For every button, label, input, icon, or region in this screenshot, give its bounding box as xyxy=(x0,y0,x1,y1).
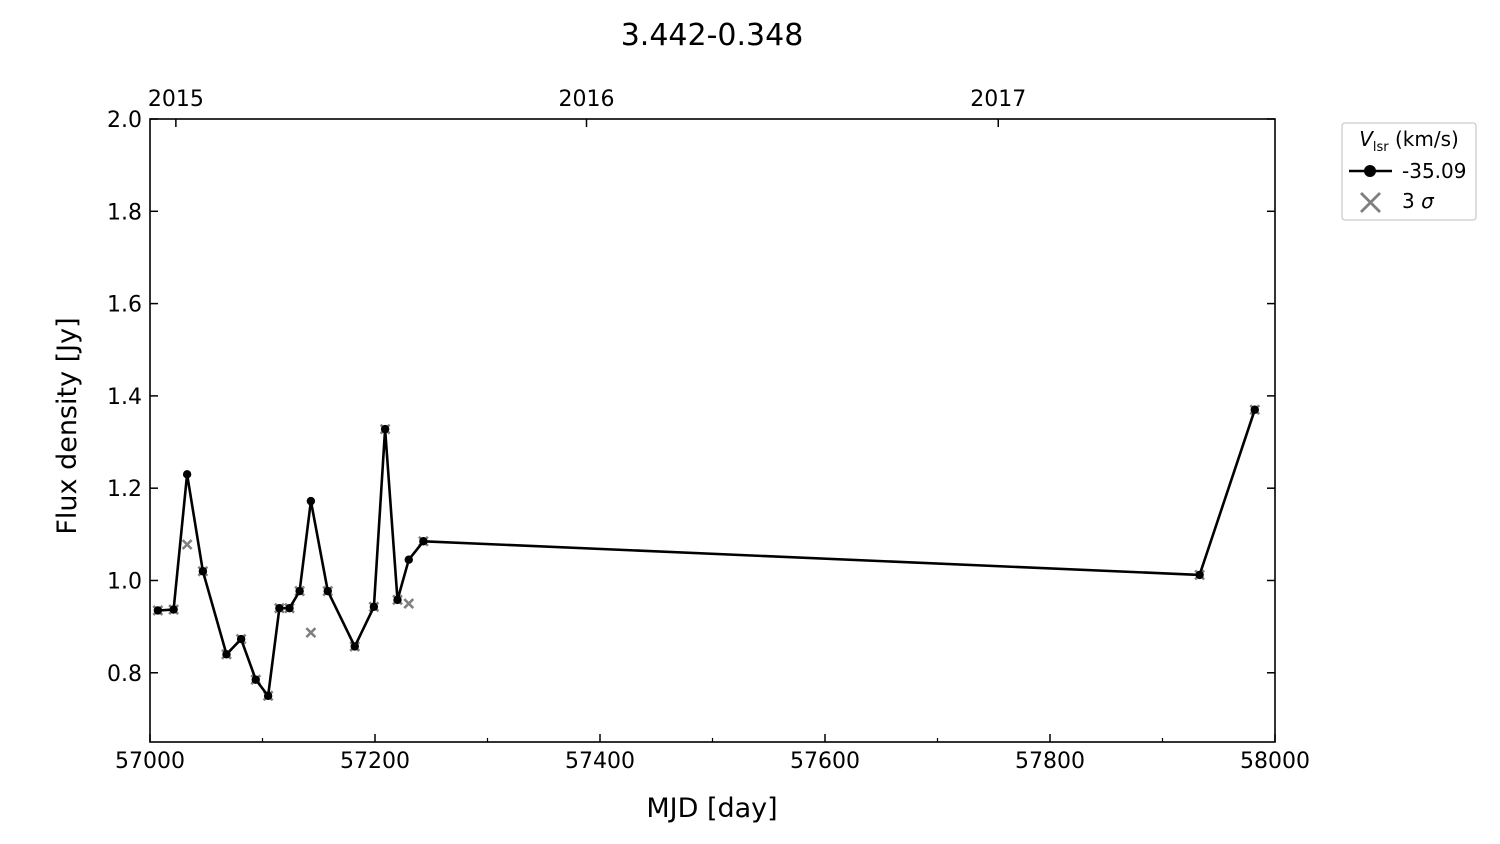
data-point xyxy=(419,537,428,546)
top-year-label: 2015 xyxy=(148,87,204,112)
data-point xyxy=(404,555,413,564)
x-axis: 57000 57200 57400 57600 57800 58000 xyxy=(115,734,1310,774)
y-tick-label: 1.2 xyxy=(107,477,142,502)
legend-x-marker xyxy=(1360,192,1381,213)
x-tick-label: 57600 xyxy=(790,749,860,774)
y-axis: 0.8 1.0 1.2 1.4 1.6 1.8 2.0 xyxy=(107,108,1275,687)
data-point xyxy=(263,691,273,701)
data-point xyxy=(222,650,231,659)
data-point xyxy=(182,470,192,479)
data-point xyxy=(369,602,379,611)
data-point xyxy=(350,642,359,651)
data-point xyxy=(1250,405,1259,414)
legend-title: Vlsr (km/s) xyxy=(1359,127,1459,155)
y-tick-label: 0.8 xyxy=(107,662,142,687)
sigma-marker xyxy=(181,539,193,550)
data-point xyxy=(275,603,284,613)
data-point xyxy=(323,586,332,596)
x-tick-label: 58000 xyxy=(1240,749,1310,774)
data-point xyxy=(236,634,246,644)
data-point xyxy=(198,567,208,576)
x-tick-label: 57000 xyxy=(115,749,185,774)
x-axis-label: MJD [day] xyxy=(646,793,777,824)
sigma-marker xyxy=(305,627,317,639)
plot-frame xyxy=(149,118,1276,743)
top-year-label: 2016 xyxy=(559,87,615,112)
chart-title: 3.442-0.348 xyxy=(621,18,804,53)
legend-sigma-label: 3 σ xyxy=(1402,189,1435,213)
sigma-marker-stroke xyxy=(181,539,193,550)
y-axis-label: Flux density [Jy] xyxy=(52,317,83,534)
data-point xyxy=(306,496,316,506)
x-tick-label: 57400 xyxy=(565,749,635,774)
y-tick-label: 1.6 xyxy=(107,293,142,318)
x-tick-label: 57800 xyxy=(1015,749,1085,774)
data-point xyxy=(153,606,163,615)
data-point xyxy=(285,603,294,613)
top-year-label: 2017 xyxy=(970,87,1026,112)
legend: Vlsr (km/s) -35.09 3 σ xyxy=(1341,122,1477,221)
data-point xyxy=(380,424,390,434)
y-tick-label: 1.4 xyxy=(107,385,142,410)
legend-circle-marker xyxy=(1364,165,1376,177)
series-line xyxy=(157,409,1257,698)
data-point xyxy=(169,605,178,614)
data-point xyxy=(295,586,304,596)
top-year-axis: 2015 2016 2017 xyxy=(148,87,1026,127)
legend-series-label: -35.09 xyxy=(1402,159,1466,183)
sigma-marker xyxy=(403,598,415,609)
x-tick-label: 57200 xyxy=(340,749,410,774)
data-point xyxy=(393,595,402,605)
data-point xyxy=(1195,570,1204,580)
y-tick-label: 1.0 xyxy=(107,569,142,594)
y-tick-label: 1.8 xyxy=(107,200,142,225)
plot-area xyxy=(152,404,1261,702)
sigma-marker-stroke xyxy=(305,627,317,639)
data-point xyxy=(251,675,260,684)
sigma-marker-stroke xyxy=(403,598,415,609)
y-tick-label: 2.0 xyxy=(107,108,142,133)
